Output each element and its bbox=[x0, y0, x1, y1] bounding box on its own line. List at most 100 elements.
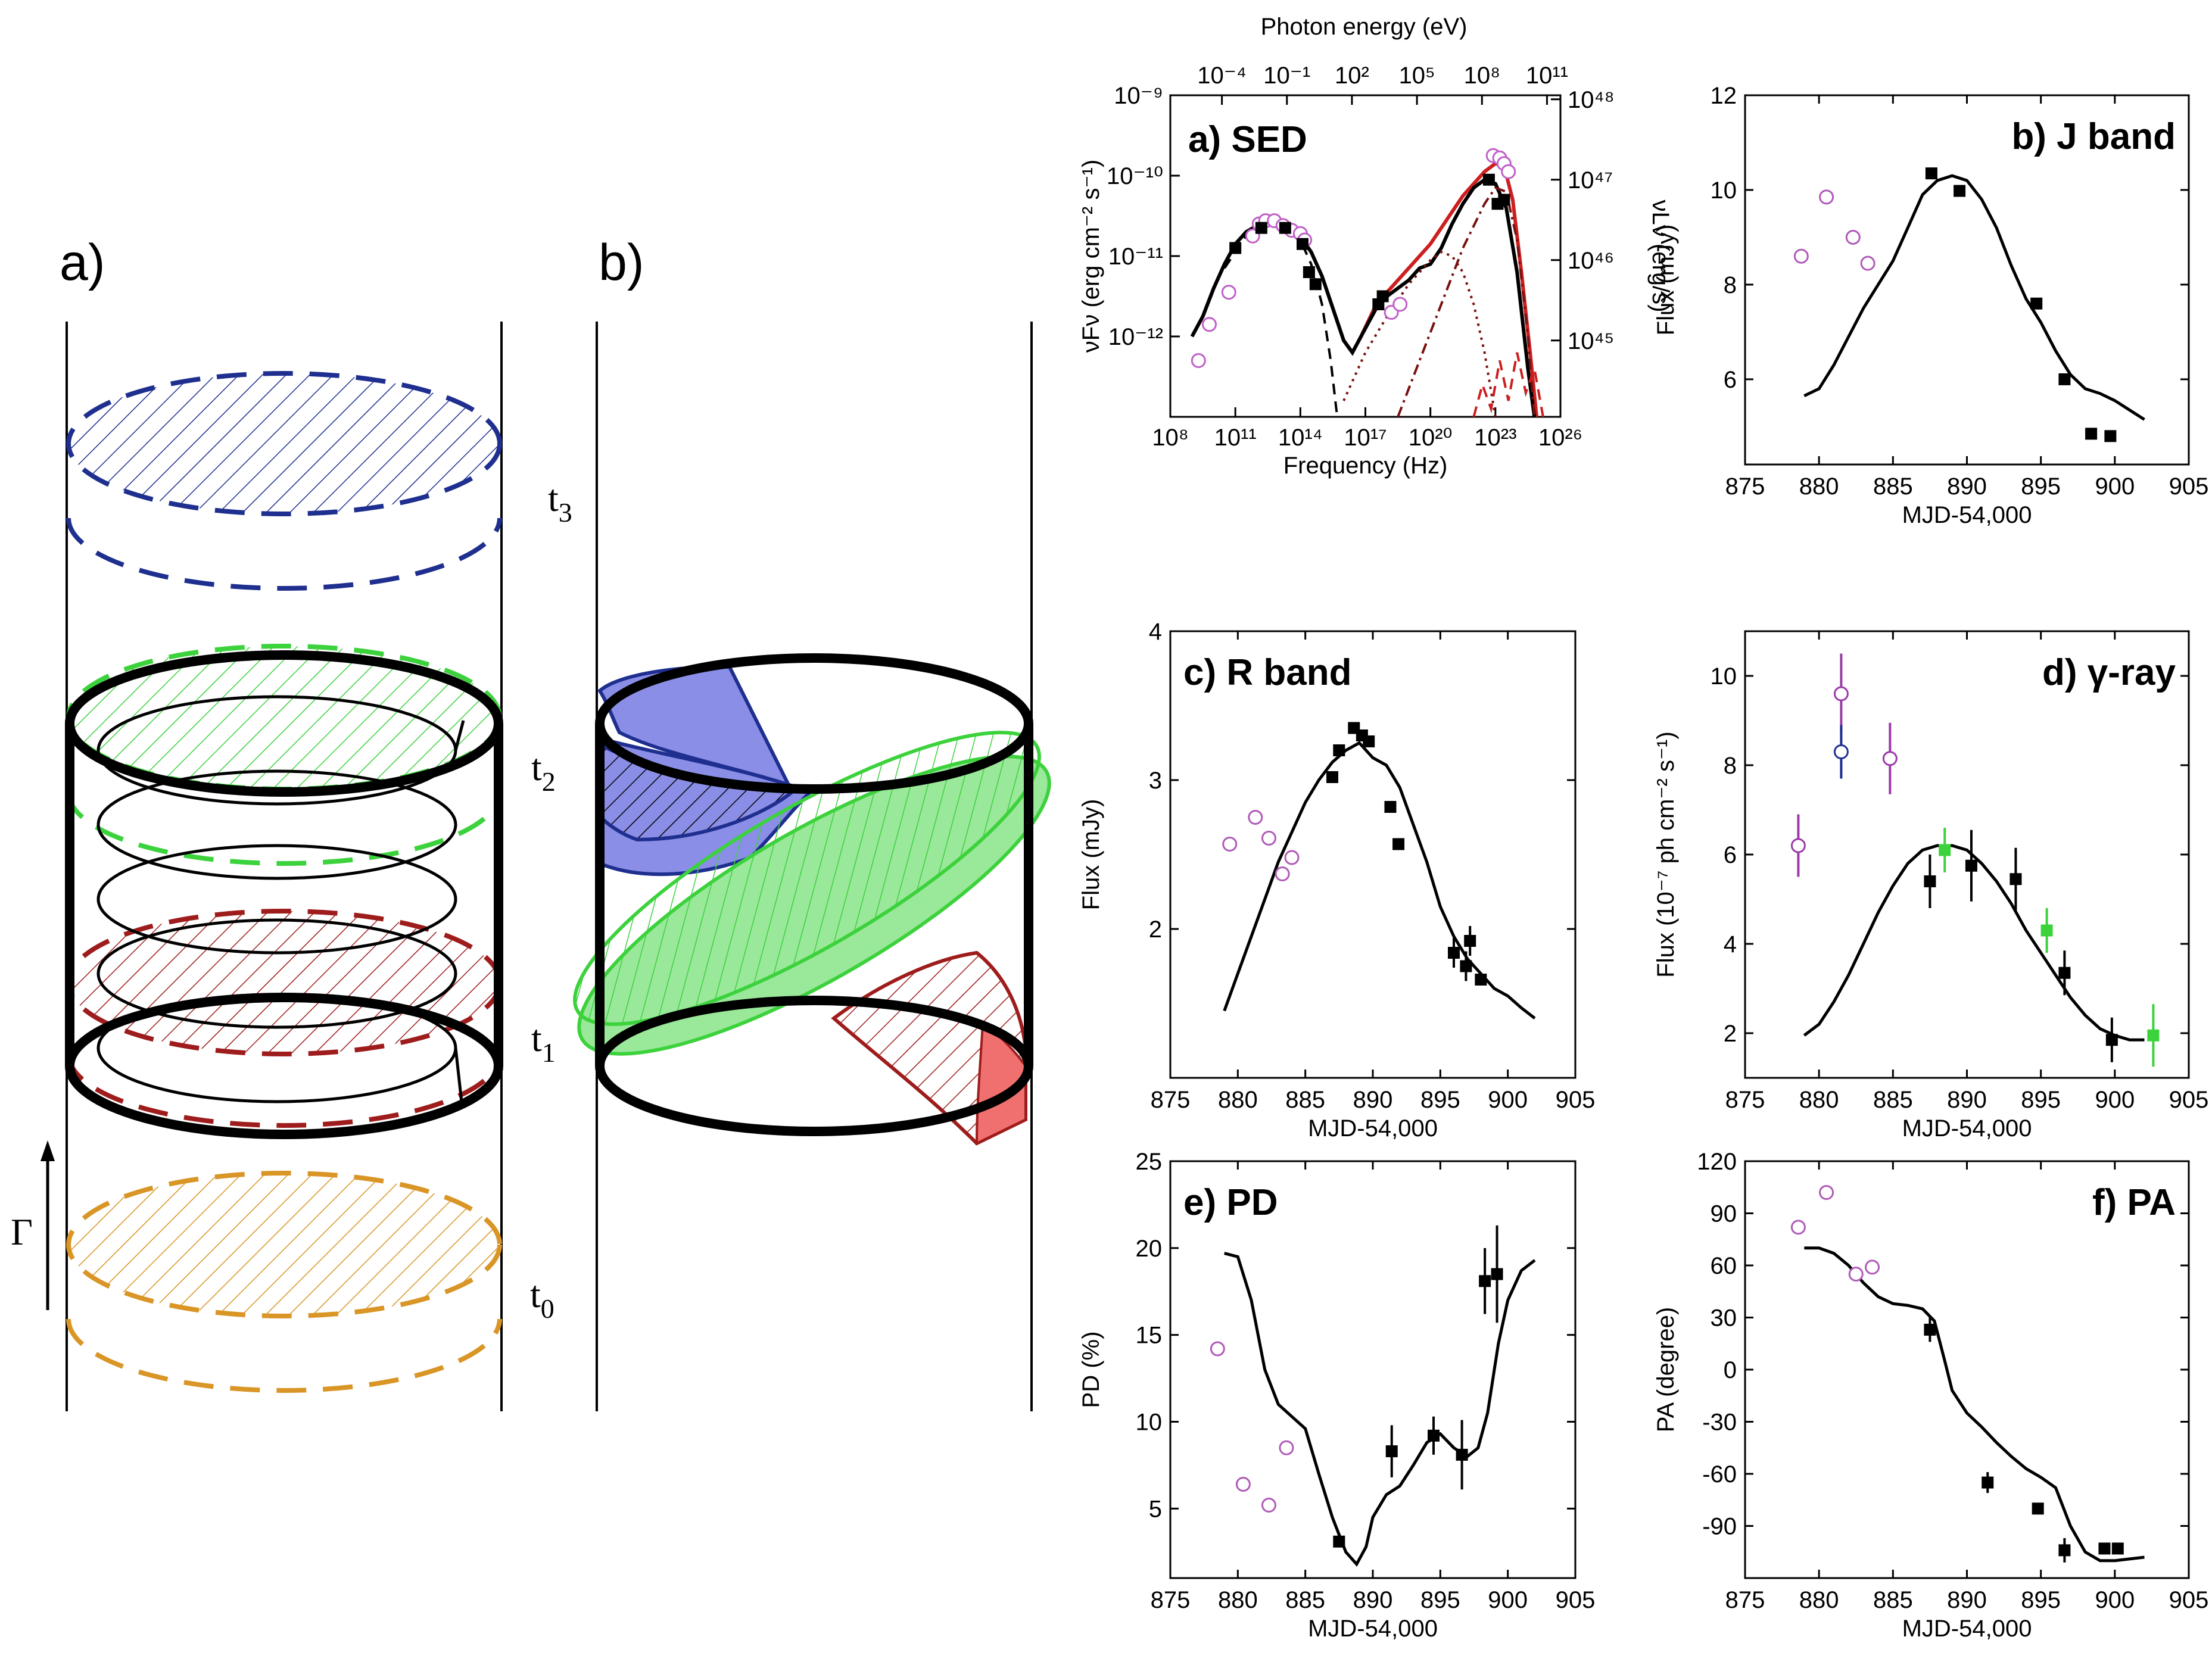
sed-x-tick-label: 10²⁶ bbox=[1538, 425, 1582, 451]
sed-filled-point bbox=[1498, 194, 1510, 206]
pa-panel: 875 880 885 890 895 900 905 -90 -60 -30 0 30 60 90 120… bbox=[1653, 1149, 2208, 1642]
rband-open-point bbox=[1284, 850, 1300, 865]
pd-filled-point bbox=[1456, 1448, 1468, 1461]
pa-filled-point bbox=[2111, 1542, 2124, 1555]
jband-filled-point bbox=[2085, 428, 2098, 440]
gamma-x-tick-label: 895 bbox=[2021, 1087, 2061, 1113]
rband-filled-point bbox=[1475, 974, 1487, 986]
jband-filled-point bbox=[1925, 167, 1937, 180]
pd-model-line bbox=[1224, 1252, 1536, 1567]
jband-filled-point bbox=[1954, 185, 1966, 197]
sed-series-line bbox=[1342, 250, 1497, 417]
sed-series-line bbox=[1190, 177, 1537, 417]
pa-y-tick-label: -60 bbox=[1702, 1461, 1737, 1488]
rband-filled-point bbox=[1464, 935, 1476, 947]
rband-open-point bbox=[1248, 810, 1263, 825]
pa-y-tick-label: 90 bbox=[1711, 1201, 1737, 1227]
rband-x-tick-label: 905 bbox=[1556, 1087, 1596, 1113]
pd-x-tick-label: 905 bbox=[1556, 1587, 1596, 1613]
svg-text:t0: t0 bbox=[530, 1273, 554, 1324]
sed-filled-point bbox=[1482, 173, 1495, 186]
rband-x-tick-label: 895 bbox=[1420, 1087, 1460, 1113]
sed-extra-labels: Photon energy (eV) νLν (erg/s) bbox=[1261, 14, 1674, 312]
jband-filled-point bbox=[2030, 297, 2043, 310]
pa-plot-frame bbox=[1744, 1160, 2190, 1579]
rband-y-tick-label: 3 bbox=[1149, 768, 1162, 794]
red-region bbox=[831, 950, 1027, 1146]
jband-y-axis-label: Flux (mJy) bbox=[1653, 225, 1679, 336]
jband-x-tick-label: 875 bbox=[1725, 473, 1765, 500]
gamma-filled-point bbox=[2058, 966, 2071, 979]
sed-filled-point bbox=[1255, 222, 1267, 234]
jband-title: b) J band bbox=[2011, 116, 2176, 157]
rband-x-tick-label: 880 bbox=[1218, 1087, 1258, 1113]
pd-x-tick-label: 900 bbox=[1488, 1587, 1528, 1613]
gamma-y-tick-label: 4 bbox=[1724, 931, 1737, 958]
rband-filled-point bbox=[1363, 735, 1375, 747]
rband-open-point bbox=[1222, 837, 1238, 852]
sed-y-tick-label: 10⁻⁹ bbox=[1114, 83, 1163, 109]
jband-y-tick-label: 8 bbox=[1724, 272, 1737, 298]
pa-open-point bbox=[1790, 1220, 1806, 1235]
schematic-a: a) bbox=[11, 234, 572, 1411]
sed-x-tick-label: 10¹⁷ bbox=[1344, 425, 1387, 451]
pd-filled-point bbox=[1428, 1429, 1440, 1442]
rband-model-line bbox=[1223, 741, 1536, 1019]
bulk-lorentz-arrow: Γ bbox=[11, 1140, 55, 1310]
pd-filled-point bbox=[1491, 1268, 1503, 1280]
pa-y-tick-label: -30 bbox=[1702, 1410, 1737, 1436]
gamma-label: Γ bbox=[11, 1211, 33, 1253]
pa-open-point bbox=[1865, 1259, 1880, 1275]
sed-y-axis-label: νFν (erg cm⁻² s⁻¹) bbox=[1078, 160, 1104, 353]
pd-filled-point bbox=[1479, 1275, 1491, 1287]
rband-filled-point bbox=[1333, 744, 1345, 756]
time-label-t0: t0 bbox=[530, 1273, 554, 1324]
gamma-navy-point bbox=[1833, 744, 1849, 759]
rband-x-axis-label: MJD-54,000 bbox=[1308, 1115, 1438, 1142]
jband-open-point bbox=[1845, 229, 1861, 245]
sed-open-point bbox=[1221, 285, 1236, 300]
pa-x-tick-label: 905 bbox=[2169, 1587, 2209, 1613]
svg-text:t2: t2 bbox=[531, 746, 556, 797]
pd-x-tick-label: 895 bbox=[1420, 1587, 1460, 1613]
rband-panel: 875 880 885 890 895 900 905 2 3 4 MJD-54,000 Flux (… bbox=[1078, 619, 1595, 1142]
pd-open-point bbox=[1279, 1440, 1294, 1455]
pa-x-axis-label: MJD-54,000 bbox=[1902, 1616, 2032, 1642]
gamma-green-point bbox=[2040, 924, 2053, 937]
sed-x-axis-label: Frequency (Hz) bbox=[1283, 453, 1448, 479]
emission-region-t3 bbox=[66, 371, 502, 591]
pa-x-tick-label: 875 bbox=[1725, 1587, 1765, 1613]
sed-top-tick-label: 10² bbox=[1335, 63, 1369, 89]
gamma-open-point bbox=[1790, 838, 1806, 853]
pa-filled-point bbox=[2058, 1544, 2071, 1557]
pa-y-axis-label: PA (degree) bbox=[1653, 1307, 1679, 1433]
emission-region-t0 bbox=[66, 1171, 502, 1393]
sed-top-tick-label: 10⁻¹ bbox=[1263, 63, 1310, 89]
pd-y-tick-label: 10 bbox=[1136, 1410, 1163, 1436]
pd-y-tick-label: 25 bbox=[1136, 1149, 1163, 1175]
rband-open-point bbox=[1261, 831, 1276, 846]
sed-top-axis-label: Photon energy (eV) bbox=[1261, 14, 1468, 40]
sed-open-point bbox=[1392, 297, 1408, 312]
rband-x-tick-label: 890 bbox=[1353, 1087, 1393, 1113]
pd-open-point bbox=[1261, 1498, 1276, 1513]
gamma-title: d) γ-ray bbox=[2042, 652, 2176, 693]
gamma-x-tick-label: 900 bbox=[2095, 1087, 2135, 1113]
sed-open-point bbox=[1202, 317, 1217, 332]
jband-x-tick-label: 880 bbox=[1799, 473, 1839, 500]
sed-top-tick-label: 10⁵ bbox=[1399, 63, 1435, 89]
sed-top-tick-label: 10⁻⁴ bbox=[1197, 63, 1247, 89]
sed-x-tick-label: 10²⁰ bbox=[1409, 425, 1453, 451]
gamma-x-tick-label: 880 bbox=[1799, 1087, 1839, 1113]
sed-right-tick-label: 10⁴⁸ bbox=[1568, 87, 1615, 113]
pd-y-tick-label: 5 bbox=[1149, 1496, 1162, 1522]
gamma-model-line bbox=[1803, 844, 2145, 1042]
jband-y-tick-label: 12 bbox=[1711, 83, 1737, 109]
sed-filled-point bbox=[1303, 266, 1315, 278]
sed-right-tick-label: 10⁴⁷ bbox=[1568, 167, 1613, 194]
gamma-open-point bbox=[1833, 686, 1849, 701]
sed-series-group bbox=[1190, 148, 1544, 417]
gamma-green-point bbox=[1939, 844, 1951, 856]
gamma-open-point bbox=[1882, 751, 1898, 766]
pd-title: e) PD bbox=[1183, 1182, 1278, 1223]
